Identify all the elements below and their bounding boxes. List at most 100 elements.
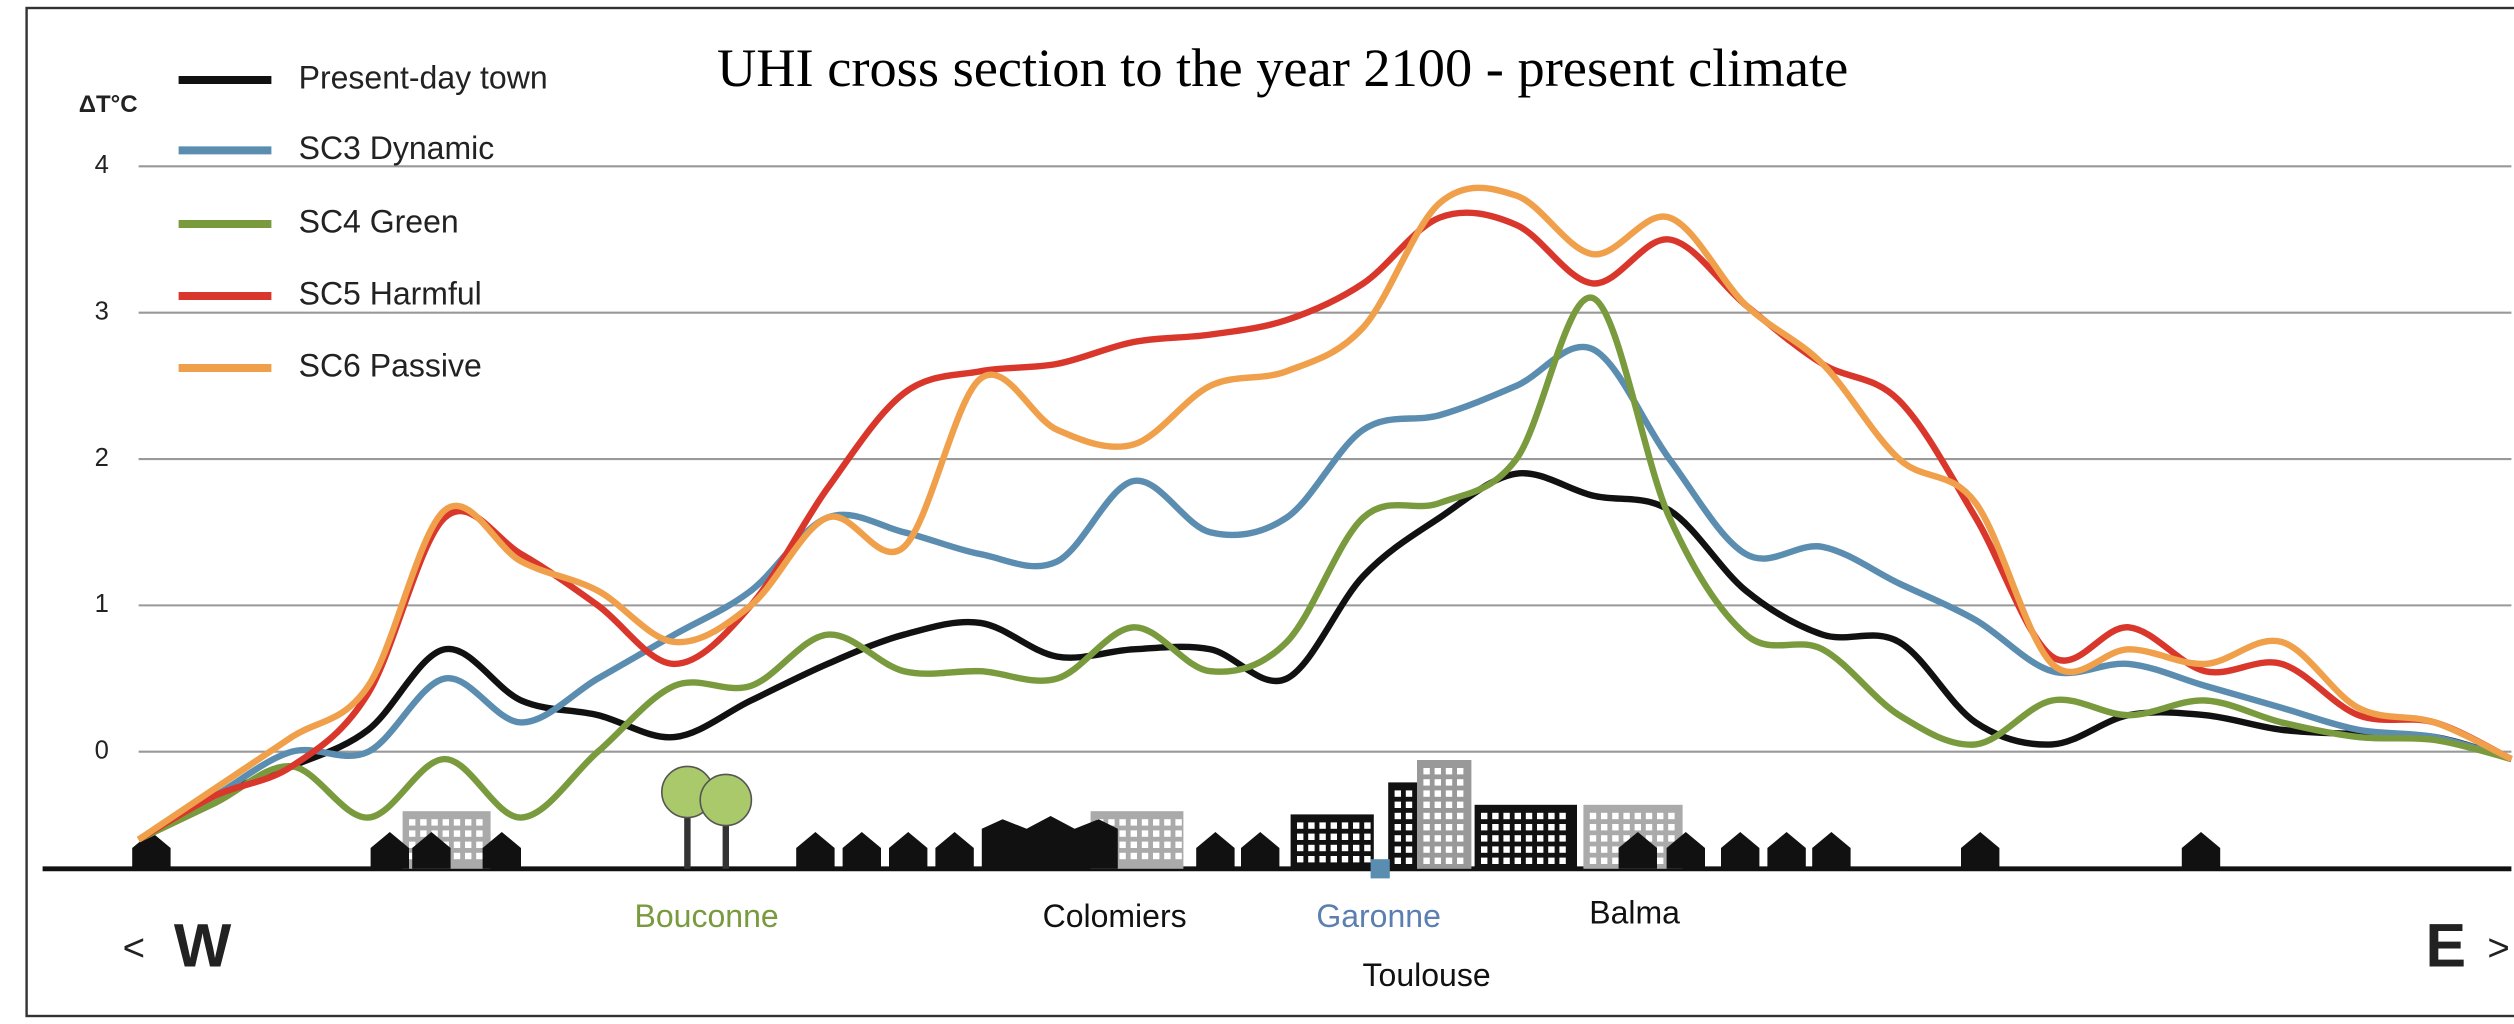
window [1526, 858, 1532, 864]
window [1297, 845, 1303, 851]
window [1342, 845, 1348, 851]
window [1559, 858, 1565, 864]
window [1503, 858, 1509, 864]
place-label: Toulouse [1363, 957, 1491, 993]
window [1635, 824, 1641, 830]
window [1119, 853, 1125, 859]
window [1446, 779, 1452, 785]
window [1319, 822, 1325, 828]
window [476, 842, 482, 848]
window [1526, 835, 1532, 841]
chart: UHI cross section to the year 2100 - pre… [0, 0, 2514, 1024]
window [1406, 813, 1412, 819]
window [1395, 858, 1401, 864]
window [1175, 853, 1181, 859]
window [1657, 858, 1663, 864]
window [1142, 830, 1148, 836]
window [1353, 845, 1359, 851]
window [1423, 824, 1429, 830]
window [1406, 824, 1412, 830]
window [1537, 824, 1543, 830]
window [1612, 846, 1618, 852]
window [1435, 779, 1441, 785]
window [1559, 824, 1565, 830]
window [1364, 845, 1370, 851]
window [1395, 813, 1401, 819]
window [1395, 835, 1401, 841]
y-tick-label: 0 [95, 736, 109, 764]
window [1406, 835, 1412, 841]
window [1435, 846, 1441, 852]
window [1423, 768, 1429, 774]
window [1548, 824, 1554, 830]
window [1308, 856, 1314, 862]
window [1364, 834, 1370, 840]
window [1119, 830, 1125, 836]
window [1153, 819, 1159, 825]
window [1435, 802, 1441, 808]
window [1331, 822, 1337, 828]
window [1515, 858, 1521, 864]
window [1526, 824, 1532, 830]
window [1423, 813, 1429, 819]
window [1446, 835, 1452, 841]
window [1492, 846, 1498, 852]
legend-label: SC4 Green [299, 203, 459, 239]
window [1446, 858, 1452, 864]
window [409, 830, 415, 836]
window [1457, 824, 1463, 830]
window [1153, 842, 1159, 848]
window [1446, 824, 1452, 830]
window [1657, 813, 1663, 819]
window [1481, 824, 1487, 830]
place-label: W [174, 911, 232, 979]
window [1142, 853, 1148, 859]
window [1492, 813, 1498, 819]
window [1364, 856, 1370, 862]
window [476, 830, 482, 836]
window [1515, 846, 1521, 852]
y-tick-label: 2 [95, 444, 109, 472]
window [1308, 834, 1314, 840]
window [1492, 858, 1498, 864]
window [1353, 834, 1359, 840]
window [443, 830, 449, 836]
window [1164, 842, 1170, 848]
window [1435, 858, 1441, 864]
window [454, 842, 460, 848]
window [1515, 824, 1521, 830]
y-tick-label: 1 [95, 590, 109, 618]
place-label: E [2426, 911, 2467, 979]
window [1548, 858, 1554, 864]
window [1492, 835, 1498, 841]
window [454, 853, 460, 859]
window [1457, 813, 1463, 819]
window [1601, 846, 1607, 852]
window [1623, 824, 1629, 830]
place-label: Balma [1589, 895, 1680, 931]
y-tick-label: 4 [95, 151, 109, 179]
window [1590, 813, 1596, 819]
window [1457, 768, 1463, 774]
window [1353, 856, 1359, 862]
window [1668, 835, 1674, 841]
window [1423, 790, 1429, 796]
window [420, 830, 426, 836]
y-tick-label: 3 [95, 297, 109, 325]
window [1457, 802, 1463, 808]
window [476, 819, 482, 825]
window [1435, 824, 1441, 830]
window [1612, 813, 1618, 819]
window [1446, 768, 1452, 774]
window [1342, 856, 1348, 862]
place-label: > [2487, 927, 2509, 970]
window [1559, 846, 1565, 852]
window [1646, 813, 1652, 819]
window [1297, 856, 1303, 862]
window [454, 830, 460, 836]
window [1175, 819, 1181, 825]
window [1435, 813, 1441, 819]
window [1668, 824, 1674, 830]
window [1423, 858, 1429, 864]
window [1590, 858, 1596, 864]
